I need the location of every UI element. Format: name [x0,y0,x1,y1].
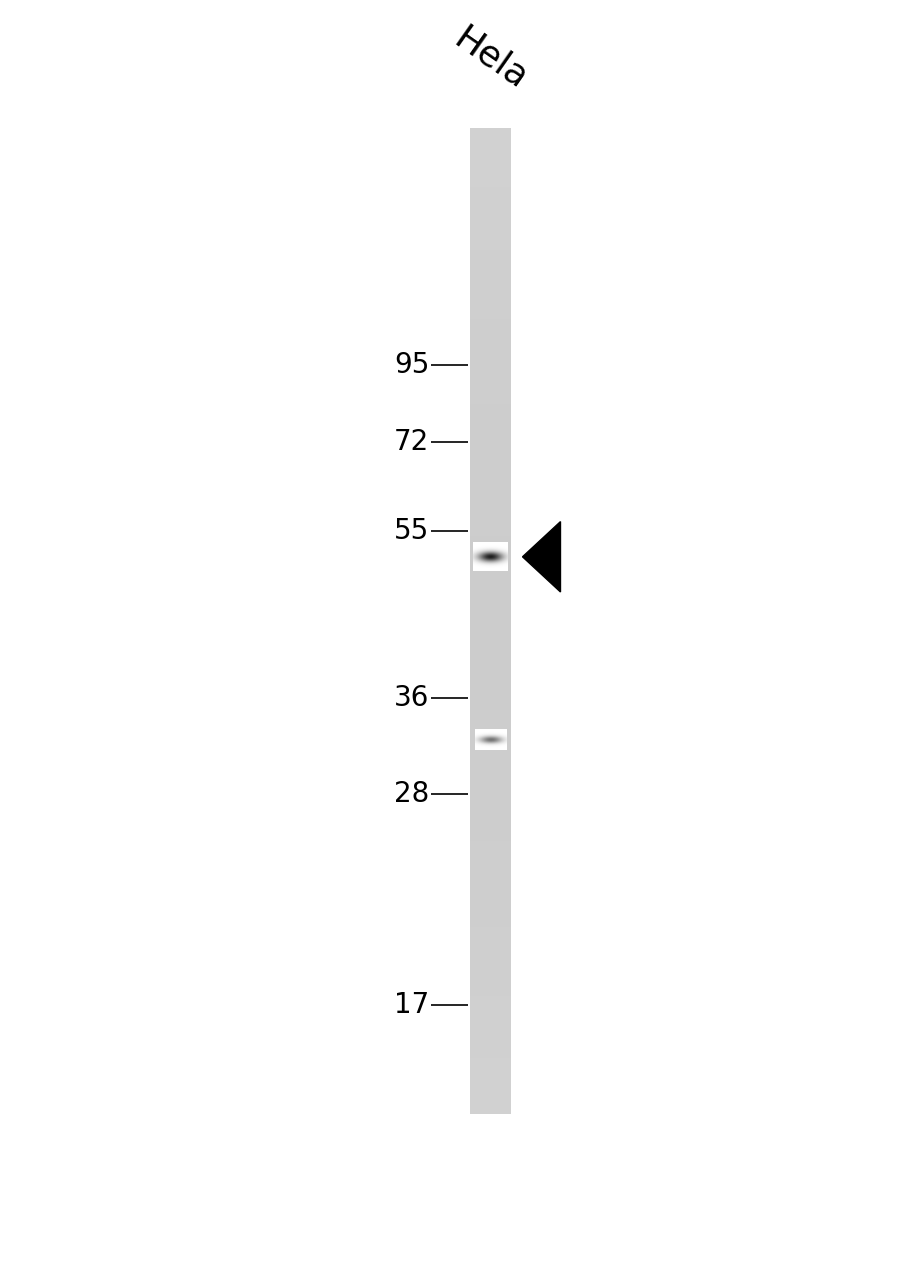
Text: Hela: Hela [447,22,534,96]
Text: 28: 28 [394,780,429,808]
Text: 36: 36 [394,684,429,712]
Text: 17: 17 [394,991,429,1019]
Text: 72: 72 [394,428,429,456]
Text: 55: 55 [394,517,429,545]
Polygon shape [522,522,560,591]
Text: 95: 95 [394,351,429,379]
